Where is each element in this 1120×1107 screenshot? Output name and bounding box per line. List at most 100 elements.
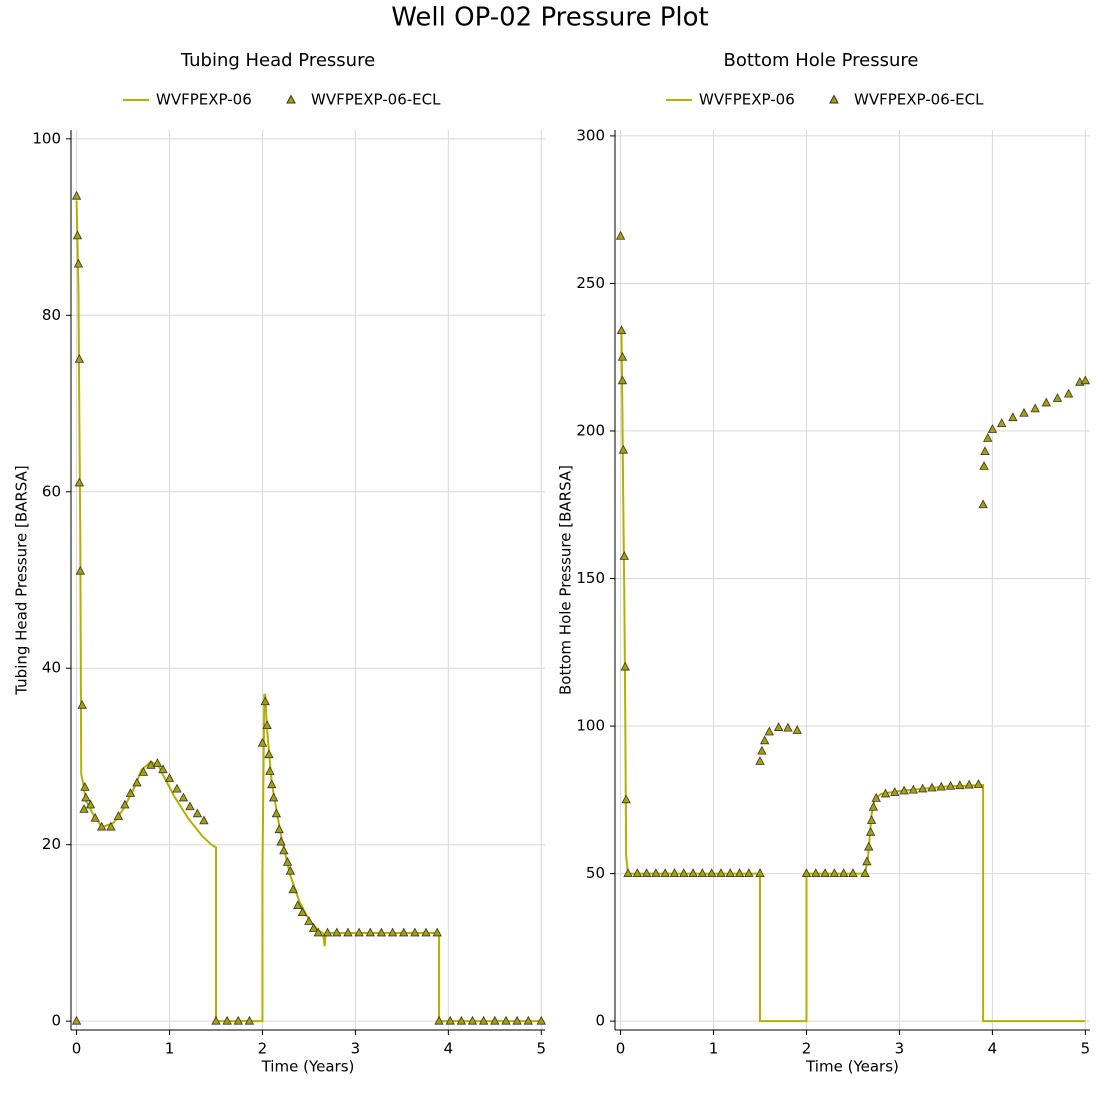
marker xyxy=(73,258,84,268)
legend-label: WVFPEXP-06 xyxy=(156,91,252,109)
marker xyxy=(908,784,919,794)
marker xyxy=(125,788,136,797)
legend-swatch xyxy=(829,94,839,104)
x-tick-label: 3 xyxy=(895,1040,905,1058)
marker xyxy=(199,815,209,825)
line-series xyxy=(620,329,1086,1023)
marker xyxy=(399,927,409,937)
marker xyxy=(332,927,342,937)
y-tick-label: 20 xyxy=(42,835,61,853)
marker xyxy=(679,868,689,878)
marker xyxy=(244,1015,255,1025)
x-axis-label: Time (Years) xyxy=(805,1058,899,1076)
marker xyxy=(1041,397,1051,407)
marker xyxy=(80,782,90,791)
marker xyxy=(322,927,333,937)
marker xyxy=(293,900,303,909)
marker xyxy=(829,868,840,878)
marker xyxy=(707,868,717,878)
marker xyxy=(978,499,988,509)
marker xyxy=(623,868,633,878)
marker xyxy=(432,927,442,937)
marker xyxy=(113,811,124,820)
x-tick-label: 4 xyxy=(444,1040,454,1058)
marker xyxy=(211,1015,221,1025)
marker xyxy=(801,868,812,878)
marker xyxy=(716,868,726,878)
marker xyxy=(1052,393,1063,402)
marker xyxy=(158,764,168,774)
marker xyxy=(616,325,627,335)
marker xyxy=(764,726,774,736)
marker xyxy=(734,868,745,878)
x-tick-label: 1 xyxy=(165,1040,175,1058)
y-tick-label: 60 xyxy=(42,482,61,500)
y-tick-label: 0 xyxy=(595,1012,605,1030)
marker xyxy=(866,815,877,824)
marker xyxy=(890,787,900,796)
page-title: Well OP-02 Pressure Plot xyxy=(391,3,708,33)
y-tick-label: 80 xyxy=(42,306,61,324)
marker xyxy=(980,446,990,456)
marker xyxy=(1030,403,1040,413)
marker xyxy=(72,230,83,240)
marker xyxy=(820,868,830,878)
y-tick-label: 100 xyxy=(32,129,61,147)
marker xyxy=(1008,412,1018,422)
y-tick-label: 50 xyxy=(586,864,605,882)
marker xyxy=(264,749,274,759)
marker xyxy=(860,868,870,878)
marker xyxy=(233,1015,243,1025)
marker xyxy=(75,565,85,575)
x-tick-label: 4 xyxy=(988,1040,998,1058)
marker xyxy=(868,801,879,811)
marker xyxy=(620,661,630,671)
marker xyxy=(964,779,974,789)
marker xyxy=(979,461,989,470)
marker xyxy=(918,783,928,793)
marker xyxy=(343,927,353,937)
marker xyxy=(456,1015,467,1025)
marker xyxy=(615,230,626,240)
marker xyxy=(927,782,937,792)
x-tick-label: 2 xyxy=(258,1040,268,1058)
marker xyxy=(274,824,284,834)
marker xyxy=(308,923,319,932)
marker xyxy=(490,1015,500,1025)
marker xyxy=(74,477,85,487)
y-axis-label: Tubing Head Pressure [BARSA] xyxy=(13,465,31,695)
marker xyxy=(617,351,628,361)
x-tick-label: 2 xyxy=(802,1040,812,1058)
marker xyxy=(365,927,375,937)
marker xyxy=(632,868,642,878)
marker xyxy=(660,868,670,878)
marker xyxy=(467,1015,478,1025)
marker xyxy=(260,696,270,706)
line-series xyxy=(75,200,542,1023)
y-axis-label: Bottom Hole Pressure [BARSA] xyxy=(557,465,575,695)
marker xyxy=(313,927,323,937)
marker xyxy=(880,788,891,798)
marker xyxy=(421,927,431,937)
marker xyxy=(755,868,765,878)
marker xyxy=(618,444,629,454)
marker xyxy=(512,1015,522,1025)
marker xyxy=(164,773,175,782)
marker xyxy=(955,780,965,790)
marker xyxy=(619,551,629,560)
marker xyxy=(871,793,881,802)
marker xyxy=(71,190,82,200)
marker xyxy=(445,1015,455,1025)
marker xyxy=(268,792,279,802)
marker xyxy=(285,865,296,875)
marker xyxy=(297,907,308,917)
marker xyxy=(77,699,87,709)
marker xyxy=(973,779,984,788)
legend-label: WVFPEXP-06-ECL xyxy=(311,91,441,109)
marker xyxy=(276,836,286,846)
marker xyxy=(523,1015,533,1025)
marker xyxy=(257,737,268,747)
x-tick-label: 0 xyxy=(616,1040,626,1058)
marker xyxy=(945,780,956,790)
